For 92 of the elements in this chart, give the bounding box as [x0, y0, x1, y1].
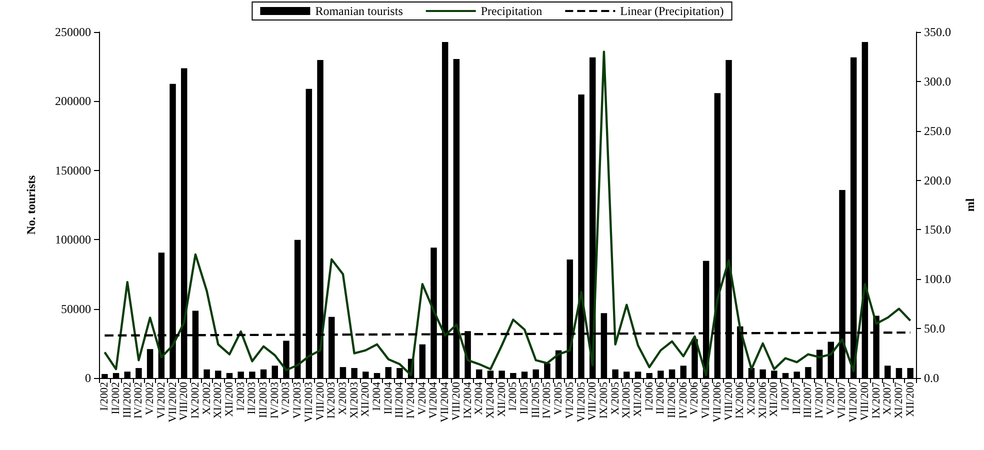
x-tick-label: I/2004 [371, 382, 384, 411]
x-tick-label: VII/2005 [575, 382, 588, 422]
x-tick-label: V/2005 [552, 382, 565, 415]
y-tick-label: 100000 [55, 232, 91, 247]
x-tick-label: I/2006 [643, 382, 656, 411]
y2-tick-label: 200.0 [924, 173, 951, 188]
x-tick-label: VI/2003 [292, 382, 304, 419]
x-tick-label: I/2003 [234, 382, 247, 411]
x-tick-label: IV/2004 [405, 382, 418, 419]
y-tick-label: 250000 [55, 25, 91, 39]
x-tick-label: V/2006 [688, 382, 701, 415]
x-tick-label: III/2002 [121, 382, 134, 418]
y2-tick-label: 0.0 [924, 371, 939, 385]
x-tick-label: IX/2004 [462, 382, 474, 419]
x-tick-label: IV/2002 [132, 382, 145, 419]
x-tick-label: II/2002 [110, 382, 122, 414]
legend-label: Linear (Precipitation) [620, 4, 724, 18]
x-tick-label: VII/2003 [302, 382, 315, 422]
x-tick-label: VIII/200 [314, 382, 326, 420]
x-tick-label: XI/2003 [348, 382, 360, 419]
x-tick-label: III/2004 [394, 382, 406, 418]
x-tick-label: VIII/200 [178, 382, 190, 420]
x-tick-label: VI/2006 [700, 382, 712, 419]
x-tick-label: VI/2002 [155, 382, 168, 419]
x-tick-label: VIII/200 [586, 382, 599, 420]
x-tick-label: V/2007 [824, 382, 837, 415]
x-tick-label: VI/2005 [564, 382, 576, 419]
x-tick-label: II/2007 [790, 382, 803, 414]
x-tick-label: IX/2002 [189, 382, 202, 419]
x-tick-label: X/2007 [882, 382, 894, 415]
y2-tick-label: 300.0 [924, 74, 951, 88]
x-tick-label: II/2003 [246, 382, 258, 414]
legend-label: Romanian tourists [315, 4, 404, 18]
y-tick-label: 200000 [55, 94, 91, 108]
x-tick-label: XI/2005 [620, 382, 633, 419]
x-tick-label: IX/2007 [870, 382, 882, 419]
x-tick-label: VII/2002 [166, 382, 179, 422]
x-tick-label: IX/2006 [734, 382, 746, 419]
x-tick-label: IV/2007 [814, 382, 826, 419]
y-tick-label: 50000 [61, 302, 91, 316]
x-tick-label: V/2002 [144, 382, 156, 415]
x-tick-label: VIII/200 [722, 382, 735, 420]
x-tick-label: II/2005 [518, 382, 531, 414]
x-tick-label: XII/200 [360, 382, 372, 417]
x-tick-label: VI/2007 [836, 382, 848, 419]
x-tick-label: XII/200 [496, 382, 508, 417]
x-tick-label: XI/2006 [756, 382, 769, 419]
x-tick-label: V/2003 [280, 382, 292, 415]
x-tick-label: III/2006 [666, 382, 678, 418]
x-tick-label: XII/200 [904, 382, 916, 417]
x-tick-label: X/2004 [473, 382, 486, 415]
y-axis-title: No. tourists [24, 175, 38, 235]
x-tick-label: VIII/200 [450, 382, 462, 420]
x-tick-label: III/2007 [802, 382, 814, 418]
y-tick-label: 0 [85, 371, 91, 385]
x-tick-label: X/2005 [609, 382, 622, 415]
x-tick-label: XII/200 [223, 382, 236, 417]
x-tick-label: IV/2005 [541, 382, 554, 419]
x-tick-label: XI/2004 [484, 382, 496, 419]
y2-tick-label: 350.0 [924, 25, 951, 39]
x-tick-label: XI/2007 [892, 382, 905, 419]
x-tick-label: III/2005 [530, 382, 542, 418]
x-tick-label: II/2006 [654, 382, 667, 414]
y2-tick-label: 100.0 [924, 272, 951, 286]
x-tick-label: X/2006 [745, 382, 758, 415]
x-tick-label: I/2007 [780, 382, 792, 411]
x-tick-label: IV/2006 [677, 382, 690, 419]
y2-tick-label: 250.0 [924, 124, 951, 138]
x-tick-label: I/2002 [98, 382, 111, 411]
x-tick-label: VIII/200 [858, 382, 871, 420]
x-tick-label: IV/2003 [268, 382, 281, 419]
x-tick-label: X/2003 [336, 382, 349, 415]
y2-axis-title: ml [963, 198, 977, 212]
y2-tick-label: 50.0 [924, 322, 945, 336]
line-series [104, 50, 912, 376]
x-tick-label: VII/2004 [439, 382, 452, 422]
x-tick-label: XII/200 [632, 382, 644, 417]
x-tick-label: III/2003 [258, 382, 270, 418]
legend-label: Precipitation [480, 4, 542, 18]
x-tick-label: IX/2003 [326, 382, 338, 419]
x-tick-label: VII/2006 [711, 382, 724, 422]
x-tick-label: XI/2002 [212, 382, 224, 419]
x-tick-label: I/2005 [507, 382, 520, 411]
y-tick-label: 150000 [55, 163, 91, 178]
x-tick-label: V/2004 [416, 382, 428, 415]
x-tick-label: VII/2007 [848, 382, 860, 422]
x-tick-label: IX/2005 [598, 382, 610, 419]
x-tick-label: X/2002 [200, 382, 213, 415]
x-tick-label: XII/200 [768, 382, 780, 417]
x-tick-label: II/2004 [382, 382, 394, 414]
x-tick-label: VI/2004 [428, 382, 440, 419]
y2-tick-label: 150.0 [924, 222, 951, 237]
